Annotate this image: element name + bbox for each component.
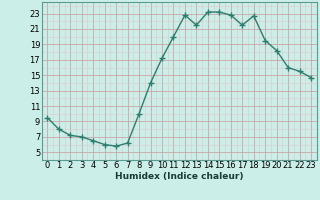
X-axis label: Humidex (Indice chaleur): Humidex (Indice chaleur) <box>115 172 244 181</box>
